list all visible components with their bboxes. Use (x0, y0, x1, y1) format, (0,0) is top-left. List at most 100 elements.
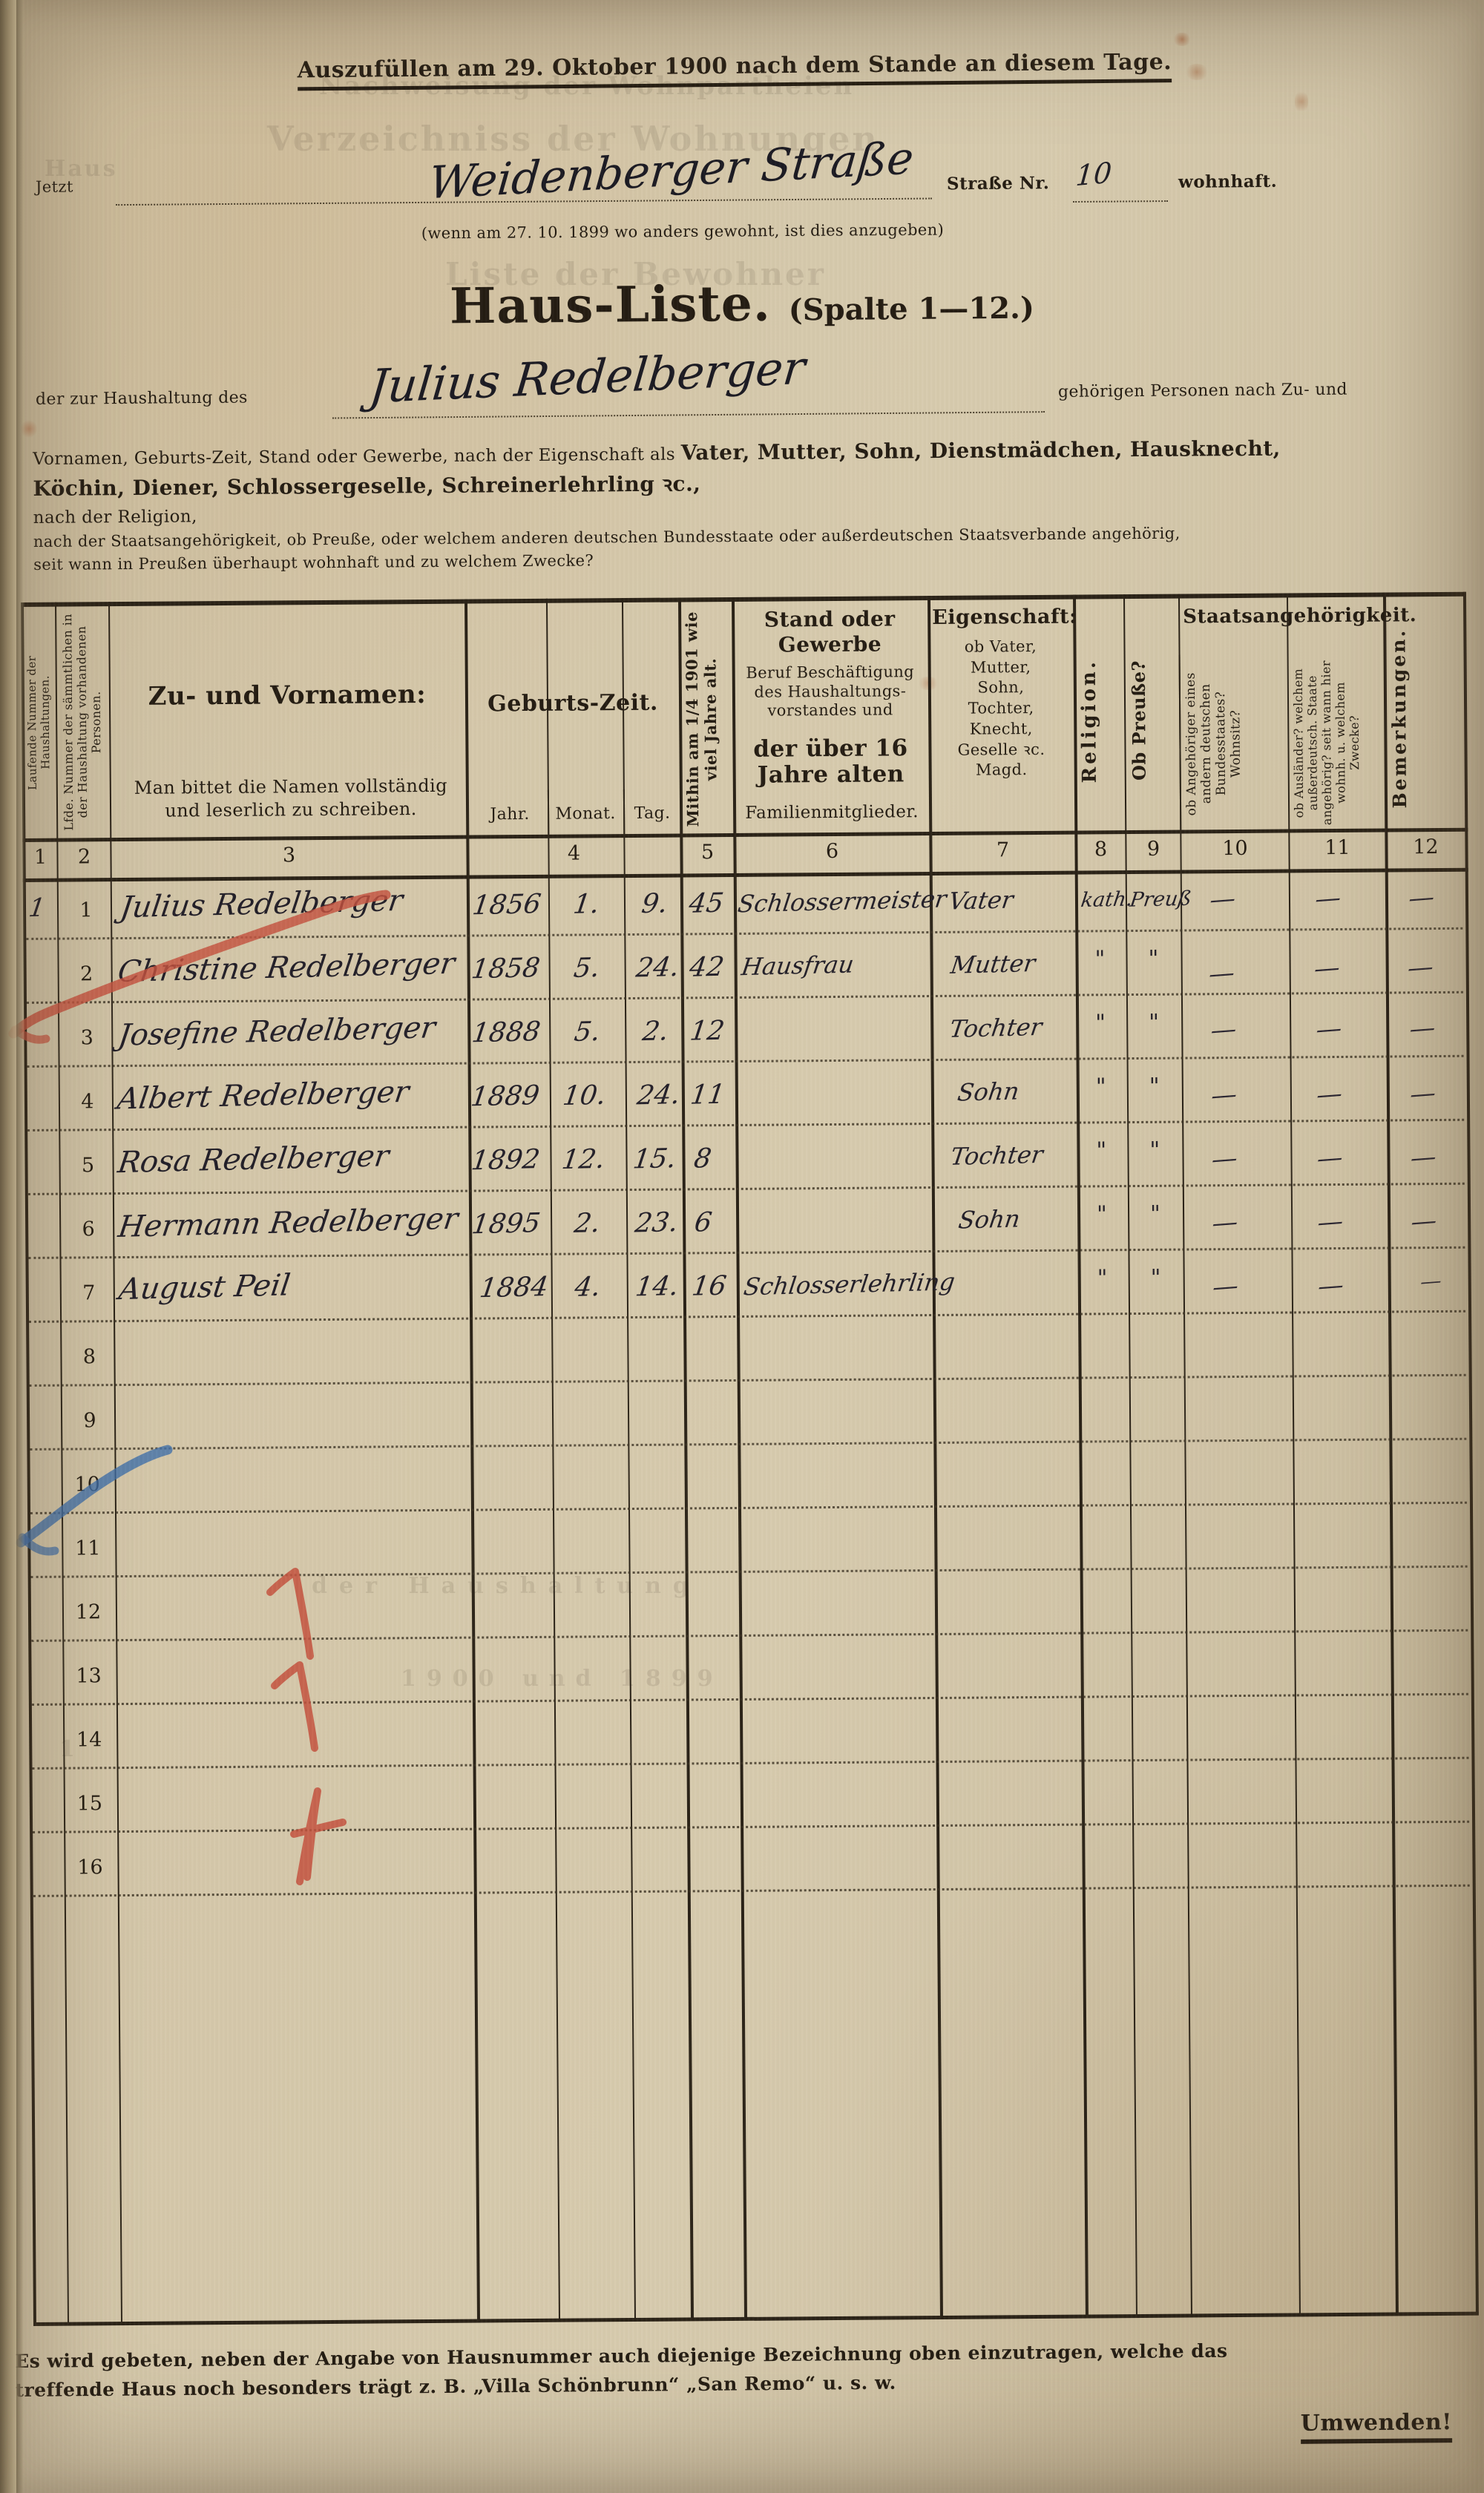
row-separator (27, 1118, 1465, 1131)
cell-birth-day: 2. (640, 1016, 671, 1048)
table-row-number: 7 (82, 1281, 96, 1305)
row-separator (30, 1501, 1467, 1514)
header-sep-month-day (623, 789, 626, 835)
table-row-number: 1 (79, 899, 93, 922)
cell-bundesstaat: — (1209, 1079, 1240, 1111)
colnum-10: 10 (1222, 836, 1248, 861)
cell-auslaender: — (1311, 952, 1343, 985)
cell-age: 12 (688, 1015, 726, 1047)
header-col3-subtitle: Man bittet die Namen vollständig und les… (134, 775, 448, 821)
cell-birth-month: 2. (572, 1207, 603, 1239)
cell-prussian: " (1150, 1264, 1161, 1291)
row-separator (29, 1310, 1466, 1323)
header-col5: Mithin am 1/4 1901 wie viel Jahre alt. (682, 611, 720, 827)
table-row-number: 6 (82, 1218, 95, 1241)
street-number-rule (1073, 200, 1169, 203)
household-label: der zur Haushaltung des (35, 388, 248, 409)
header-col4-year: Jahr. (490, 804, 530, 824)
cell-religion: " (1097, 1265, 1108, 1292)
colnum-6: 6 (825, 839, 839, 864)
header-col1: Laufende Nummer der Haushaltungen. (24, 655, 53, 790)
cell-bundesstaat: — (1210, 1270, 1241, 1303)
table-row-number: 16 (77, 1856, 103, 1879)
instructions-block: Vornamen, Geburts-Zeit, Stand oder Gewer… (33, 435, 1443, 574)
cell-religion: " (1096, 1201, 1108, 1228)
cell-relation: Tochter (948, 1140, 1045, 1171)
cell-prussian: Preuß (1128, 887, 1193, 912)
table-row-number: 5 (81, 1154, 95, 1177)
cell-auslaender: — (1313, 882, 1344, 915)
table-row-number: 8 (82, 1345, 96, 1369)
table-row-number: 12 (75, 1600, 102, 1624)
cell-name: Hermann Redelberger (116, 1201, 461, 1245)
row-separator (31, 1692, 1468, 1706)
cell-prussian: " (1149, 1137, 1160, 1163)
table-row-number: 10 (74, 1473, 101, 1497)
cell-birth-year: 1856 (470, 889, 543, 922)
col7-item-tochter: Tochter, (968, 699, 1034, 717)
cell-relation: Tochter (948, 1012, 1044, 1043)
instruction-line-3: nach der Religion, (33, 507, 197, 528)
cell-prussian: " (1149, 1073, 1160, 1100)
cell-religion: kath. (1079, 887, 1135, 913)
household-tail-text: gehörigen Personen nach Zu- und (1057, 380, 1348, 401)
cell-relation: Mutter (948, 948, 1037, 979)
col7-item-knecht: Knecht, (969, 719, 1033, 738)
cell-birth-day: 9. (640, 888, 670, 920)
cell-birth-month: 4. (573, 1271, 603, 1303)
cell-birth-year: 1858 (469, 953, 542, 985)
footer-turn-over: Umwenden! (1300, 2409, 1453, 2444)
cell-remarks: — (1408, 1077, 1439, 1110)
row-separator (30, 1437, 1467, 1451)
table-row-number: 15 (76, 1792, 103, 1816)
header-sep-staat-group (1178, 654, 1182, 830)
cell-birth-day: 24. (634, 951, 681, 984)
colnum-3: 3 (282, 844, 296, 867)
book-binding-shadow (0, 0, 25, 2493)
cell-auslaender: — (1315, 1206, 1346, 1238)
cell-age: 8 (692, 1143, 714, 1175)
cell-occupation: Schlossermeister (736, 884, 948, 919)
cell-birth-year: 1888 (470, 1016, 542, 1049)
cell-birth-day: 23. (633, 1207, 680, 1239)
cell-relation: Sohn (956, 1077, 1021, 1107)
address-label: Jetzt (35, 177, 73, 196)
col7-item-mutter: Mutter, (970, 657, 1031, 677)
cell-occupation: Hausfrau (739, 950, 856, 982)
cell-birth-month: 5. (571, 952, 602, 984)
cell-birth-month: 10. (561, 1080, 608, 1112)
row-separator (26, 927, 1463, 940)
cell-auslaender: — (1314, 1078, 1345, 1111)
cell-birth-day: 14. (633, 1271, 680, 1303)
row-separator (28, 1246, 1465, 1259)
header-col4-month: Monat. (555, 804, 616, 824)
row-separator (33, 1820, 1470, 1833)
header-col7-items: ob Vater, Mutter, Sohn, Tochter, Knecht,… (932, 637, 1069, 781)
row-separator (29, 1373, 1466, 1387)
cell-remarks: — (1408, 1205, 1439, 1238)
resident-suffix: wohnhaft. (1178, 171, 1278, 192)
cell-birth-month: 5. (572, 1016, 603, 1048)
cell-religion: " (1095, 1010, 1106, 1037)
table-row-number: 13 (76, 1664, 102, 1688)
header-col11: ob Ausländer? welchem außerdeutsch. Staa… (1290, 660, 1362, 826)
table-row-number: 3 (80, 1026, 94, 1050)
colnum-2: 2 (77, 845, 91, 869)
cell-bundesstaat: — (1207, 883, 1238, 916)
cell-birth-month: 12. (559, 1143, 607, 1176)
cell-name: Josefine Redelberger (116, 1011, 438, 1053)
page-title: Haus-Liste. (449, 274, 772, 335)
cell-remarks: — (1406, 881, 1437, 914)
row-separator (26, 991, 1463, 1004)
cell-household-number: 1 (27, 893, 47, 924)
table-row-number: 11 (75, 1537, 101, 1560)
header-col9-prussian: Ob Preuße? (1127, 660, 1150, 781)
row-separator (32, 1756, 1469, 1770)
cell-relation: Vater (947, 885, 1015, 916)
instruction-line-2: Köchin, Diener, Schlossergeselle, Schrei… (33, 471, 701, 501)
table-row-number: 2 (79, 962, 93, 986)
header-col4-day: Tag. (634, 804, 671, 823)
colnum-12: 12 (1413, 835, 1439, 859)
cell-bundesstaat: — (1208, 1014, 1239, 1046)
street-number-handwritten-value: 10 (1074, 156, 1113, 193)
